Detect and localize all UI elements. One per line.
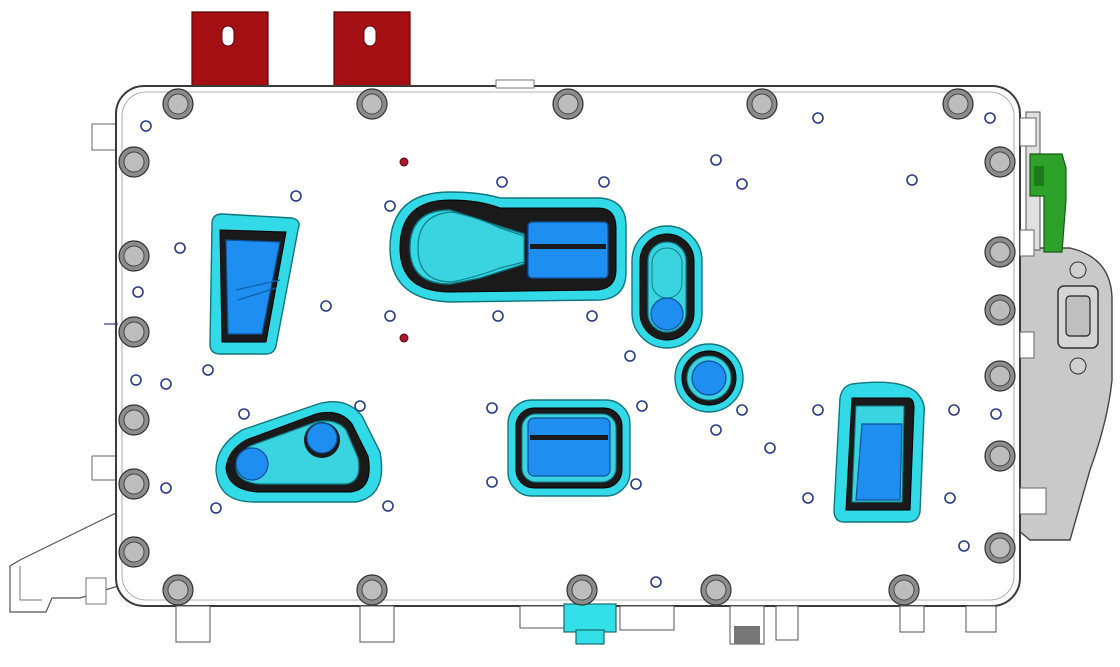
- bolt-head: [356, 88, 388, 120]
- small-hole: [650, 576, 662, 588]
- small-hole: [944, 492, 956, 504]
- bolt-head: [118, 316, 150, 348]
- bolt-head: [162, 574, 194, 606]
- connector-housing: [1017, 111, 1113, 541]
- small-hole: [710, 154, 722, 166]
- cooling-pads: [209, 191, 926, 523]
- red-marker-hole: [399, 157, 409, 167]
- bolt-head: [984, 146, 1016, 178]
- bolt-head: [118, 468, 150, 500]
- small-hole: [320, 300, 332, 312]
- pad-slot-vertical: [631, 225, 703, 349]
- mounting-brackets: [191, 11, 411, 87]
- bolt-head: [984, 236, 1016, 268]
- small-hole: [906, 174, 918, 186]
- bolt-head: [118, 146, 150, 178]
- top-small-tab: [495, 79, 535, 89]
- small-hole: [354, 400, 366, 412]
- small-hole: [384, 200, 396, 212]
- bolt-head: [700, 574, 732, 606]
- bracket-left: [191, 11, 269, 87]
- small-hole: [160, 378, 172, 390]
- red-marker-hole: [399, 333, 409, 343]
- bolt-head: [118, 404, 150, 436]
- small-hole: [812, 112, 824, 124]
- small-hole: [736, 404, 748, 416]
- green-connector: [1029, 153, 1067, 253]
- bolt-head: [162, 88, 194, 120]
- pad-triangular: [215, 401, 383, 503]
- bolt-head: [984, 294, 1016, 326]
- small-hole: [586, 310, 598, 322]
- pad-round: [674, 343, 744, 413]
- small-hole: [132, 286, 144, 298]
- small-hole: [948, 404, 960, 416]
- bolt-head: [118, 536, 150, 568]
- small-hole: [990, 408, 1002, 420]
- small-hole: [210, 502, 222, 514]
- bolt-head: [552, 88, 584, 120]
- bolt-head: [746, 88, 778, 120]
- right-edge-ribs: [1019, 117, 1047, 515]
- bolt-head: [984, 440, 1016, 472]
- bracket-right: [333, 11, 411, 87]
- small-hole: [384, 310, 396, 322]
- small-hole: [290, 190, 302, 202]
- small-hole: [630, 478, 642, 490]
- small-holes: [130, 112, 1002, 588]
- bolt-head: [984, 360, 1016, 392]
- small-hole: [486, 402, 498, 414]
- small-hole: [140, 120, 152, 132]
- small-hole: [202, 364, 214, 376]
- coolant-port: [563, 603, 617, 645]
- bracket-right-slot: [363, 25, 377, 47]
- small-hole: [486, 476, 498, 488]
- small-hole: [736, 178, 748, 190]
- pad-trapezoid-right: [833, 381, 926, 523]
- bottom-tabs: [175, 605, 997, 645]
- bottom-dark-block: [734, 626, 760, 644]
- small-hole: [764, 442, 776, 454]
- small-hole: [160, 482, 172, 494]
- small-hole: [710, 424, 722, 436]
- small-hole: [492, 310, 504, 322]
- small-hole: [598, 176, 610, 188]
- bolt-head: [118, 240, 150, 272]
- small-hole: [958, 540, 970, 552]
- small-hole: [130, 374, 142, 386]
- pad-keyhole: [389, 191, 627, 303]
- small-hole: [382, 500, 394, 512]
- small-hole: [624, 350, 636, 362]
- pad-trapezoid-left: [209, 213, 300, 355]
- small-hole: [496, 176, 508, 188]
- bolt-head: [566, 574, 598, 606]
- small-hole: [984, 112, 996, 124]
- perimeter-bolts: [118, 88, 1016, 606]
- small-hole: [174, 242, 186, 254]
- small-hole: [636, 400, 648, 412]
- small-hole: [802, 492, 814, 504]
- bolt-head: [888, 574, 920, 606]
- bolt-head: [942, 88, 974, 120]
- pad-rounded-square: [507, 399, 631, 497]
- bolt-head: [356, 574, 388, 606]
- small-hole: [238, 408, 250, 420]
- bolt-head: [984, 532, 1016, 564]
- left-mounting-foot: [9, 123, 119, 613]
- bracket-left-slot: [221, 25, 235, 47]
- small-hole: [812, 404, 824, 416]
